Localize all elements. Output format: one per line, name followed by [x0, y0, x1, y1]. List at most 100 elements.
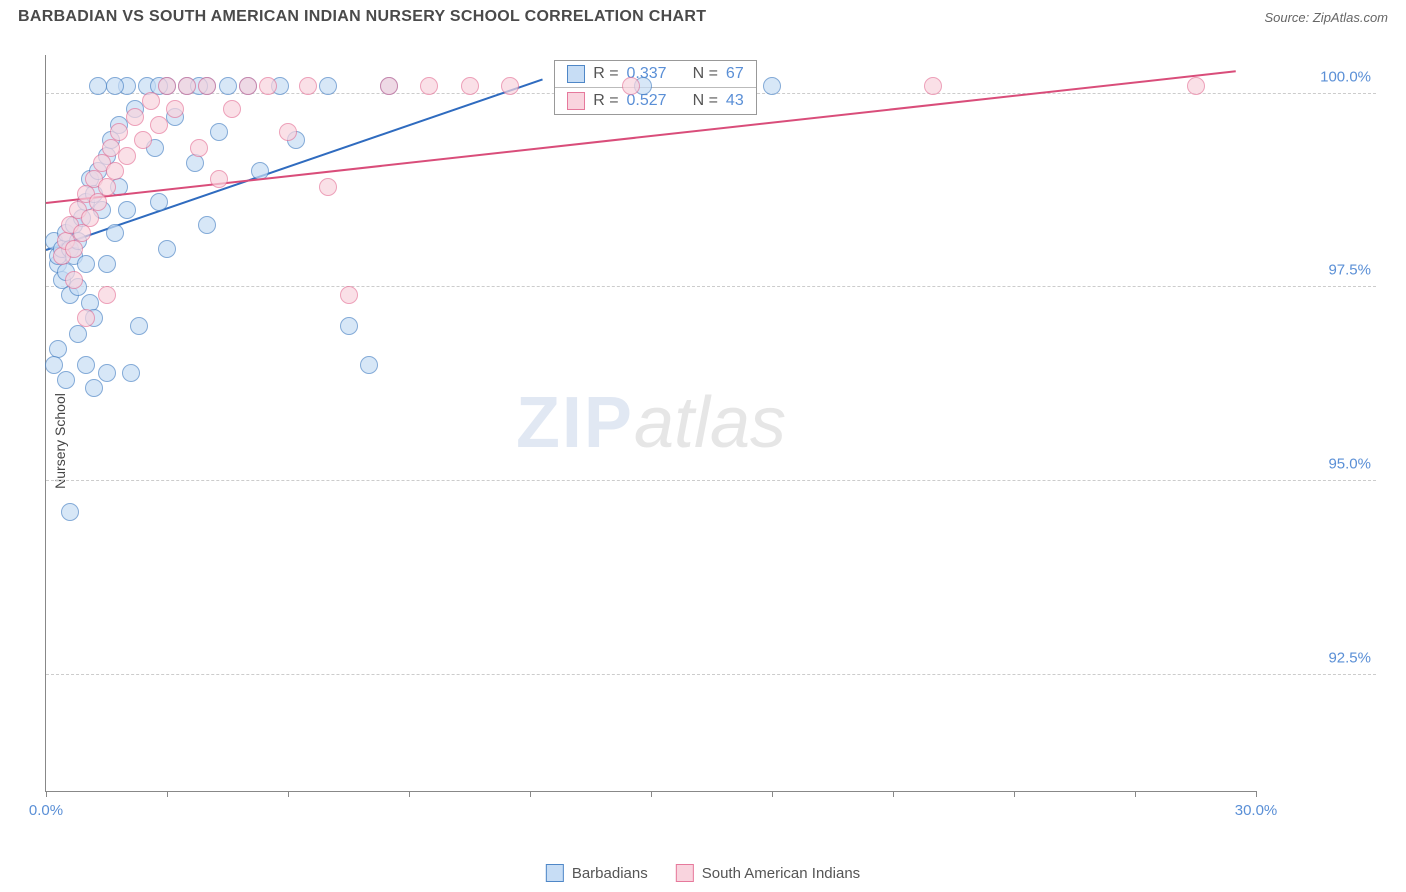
data-point — [198, 216, 216, 234]
data-point — [150, 193, 168, 211]
data-point — [130, 317, 148, 335]
data-point — [461, 77, 479, 95]
data-point — [158, 77, 176, 95]
data-point — [239, 77, 257, 95]
data-point — [190, 139, 208, 157]
ytick-label: 97.5% — [1261, 262, 1371, 279]
legend-swatch — [567, 65, 585, 83]
data-point — [622, 77, 640, 95]
legend-label: South American Indians — [702, 865, 860, 882]
stat-r-label: R = — [593, 65, 618, 83]
xtick — [530, 791, 531, 797]
legend-item: South American Indians — [676, 864, 860, 882]
ytick-label: 95.0% — [1261, 456, 1371, 473]
stats-row: R =0.337N =67 — [555, 61, 756, 88]
data-point — [501, 77, 519, 95]
data-point — [110, 123, 128, 141]
data-point — [340, 317, 358, 335]
plot-region: ZIPatlas 92.5%95.0%97.5%100.0%0.0%30.0%R… — [45, 55, 1256, 792]
data-point — [45, 356, 63, 374]
data-point — [57, 371, 75, 389]
data-point — [77, 309, 95, 327]
chart-title: BARBADIAN VS SOUTH AMERICAN INDIAN NURSE… — [18, 8, 706, 26]
data-point — [198, 77, 216, 95]
data-point — [118, 147, 136, 165]
bottom-legend: Barbadians South American Indians — [546, 864, 860, 882]
chart-area: Nursery School ZIPatlas 92.5%95.0%97.5%1… — [40, 50, 1376, 832]
ytick-label: 92.5% — [1261, 649, 1371, 666]
data-point — [118, 201, 136, 219]
data-point — [106, 162, 124, 180]
data-point — [186, 154, 204, 172]
data-point — [98, 286, 116, 304]
legend-swatch — [546, 864, 564, 882]
data-point — [380, 77, 398, 95]
xtick — [288, 791, 289, 797]
data-point — [150, 116, 168, 134]
data-point — [340, 286, 358, 304]
data-point — [65, 240, 83, 258]
ytick-label: 100.0% — [1261, 68, 1371, 85]
data-point — [210, 123, 228, 141]
data-point — [81, 209, 99, 227]
data-point — [106, 77, 124, 95]
xtick-label: 0.0% — [29, 802, 63, 819]
xtick — [651, 791, 652, 797]
source-label: Source: ZipAtlas.com — [1264, 10, 1388, 25]
legend-swatch — [676, 864, 694, 882]
stats-legend: R =0.337N =67R =0.527N =43 — [554, 60, 757, 115]
stats-row: R =0.527N =43 — [555, 88, 756, 114]
data-point — [763, 77, 781, 95]
data-point — [134, 131, 152, 149]
data-point — [158, 240, 176, 258]
data-point — [178, 77, 196, 95]
data-point — [122, 364, 140, 382]
stat-n-value: 43 — [726, 92, 744, 110]
data-point — [98, 364, 116, 382]
gridline-h — [46, 674, 1376, 675]
stat-r-label: R = — [593, 92, 618, 110]
data-point — [319, 178, 337, 196]
xtick — [1014, 791, 1015, 797]
data-point — [98, 178, 116, 196]
xtick — [1256, 791, 1257, 797]
data-point — [219, 77, 237, 95]
data-point — [85, 379, 103, 397]
data-point — [924, 77, 942, 95]
data-point — [1187, 77, 1205, 95]
gridline-h — [46, 286, 1376, 287]
data-point — [360, 356, 378, 374]
data-point — [299, 77, 317, 95]
xtick — [167, 791, 168, 797]
data-point — [65, 271, 83, 289]
data-point — [142, 92, 160, 110]
data-point — [98, 255, 116, 273]
watermark: ZIPatlas — [516, 382, 786, 464]
data-point — [77, 255, 95, 273]
data-point — [77, 356, 95, 374]
xtick — [1135, 791, 1136, 797]
data-point — [259, 77, 277, 95]
data-point — [69, 325, 87, 343]
watermark-atlas: atlas — [634, 383, 786, 463]
data-point — [89, 193, 107, 211]
stat-n-label: N = — [693, 65, 718, 83]
data-point — [61, 503, 79, 521]
data-point — [279, 123, 297, 141]
stat-n-value: 67 — [726, 65, 744, 83]
data-point — [166, 100, 184, 118]
xtick-label: 30.0% — [1235, 802, 1278, 819]
stat-n-label: N = — [693, 92, 718, 110]
legend-swatch — [567, 92, 585, 110]
xtick — [46, 791, 47, 797]
data-point — [106, 224, 124, 242]
xtick — [409, 791, 410, 797]
data-point — [420, 77, 438, 95]
gridline-h — [46, 480, 1376, 481]
data-point — [210, 170, 228, 188]
data-point — [73, 224, 91, 242]
data-point — [319, 77, 337, 95]
legend-label: Barbadians — [572, 865, 648, 882]
data-point — [126, 108, 144, 126]
watermark-zip: ZIP — [516, 383, 634, 463]
